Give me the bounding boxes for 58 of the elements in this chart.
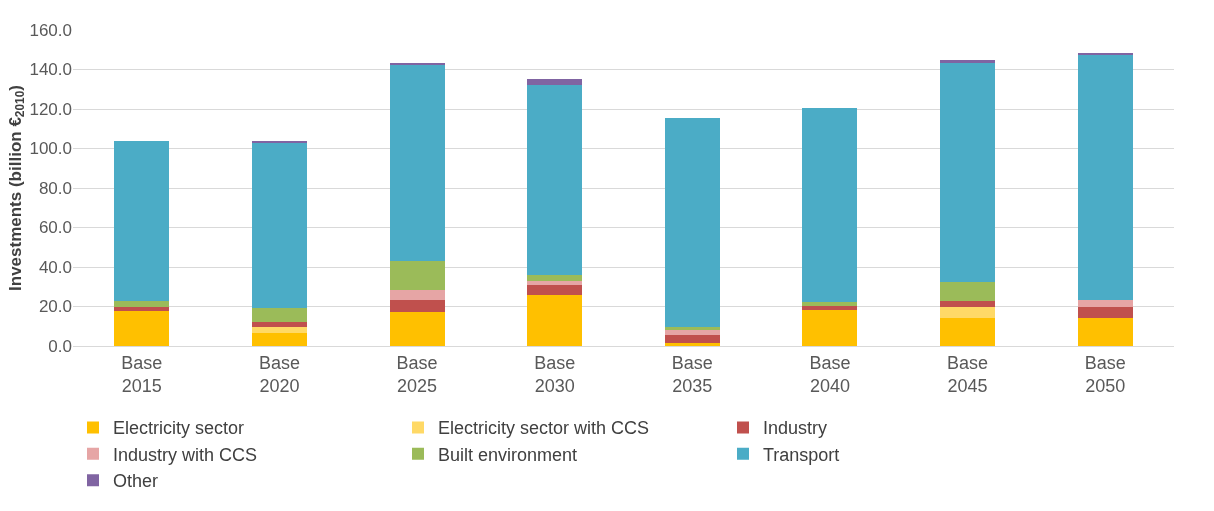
x-tick-label: Base 2015 [121,352,163,396]
x-tick-label: Base 2025 [396,352,438,396]
bar [1077,318,1133,346]
y-tick-label: 140.0 [29,60,72,80]
bar [527,280,583,285]
x-tick-label: Base 2020 [258,352,300,396]
bar [664,117,720,328]
bar [940,59,996,63]
bar [527,85,583,275]
bar [251,142,307,309]
legend-label: Electricity sector with CCS [438,418,650,439]
bar [114,140,170,301]
bar [389,64,445,262]
x-tick-label: Base 2030 [534,352,576,396]
bar [389,261,445,290]
y-tick-label: 20.0 [38,297,72,317]
bar [251,322,307,328]
y-tick-label: 80.0 [38,178,72,198]
x-tick-label: Base 2035 [671,352,713,396]
bar [940,307,996,319]
bar [114,307,170,312]
bar [802,108,858,302]
bar [940,62,996,282]
y-tick-label: 0.0 [48,336,72,356]
bar [664,343,720,346]
legend-label: Other [113,471,159,492]
y-tick-label: 40.0 [38,257,72,277]
legend-label: Electricity sector [113,418,245,439]
x-tick-label: Base 2045 [947,352,989,396]
bar [389,289,445,300]
bar [527,79,583,86]
legend-label: Industry with CCS [113,444,258,465]
bar [527,284,583,295]
legend-label: Transport [763,444,840,465]
y-tick-label: 160.0 [29,20,72,40]
bar [251,327,307,334]
bar [940,318,996,346]
bar [389,312,445,346]
bar [251,308,307,323]
y-tick-label: 60.0 [38,218,72,238]
bar [389,299,445,313]
bar [802,301,858,306]
bar [802,310,858,346]
bar [940,281,996,301]
x-tick-label: Base 2050 [1084,352,1126,396]
bar [1077,307,1133,319]
legend-label: Built environment [438,444,578,465]
bar [251,333,307,346]
bar [1077,54,1133,300]
x-tick-label: Base 2040 [809,352,851,396]
bar [664,335,720,344]
legend-label: Industry [763,418,828,439]
bar [527,294,583,346]
y-tick-label: 100.0 [29,139,72,159]
bar [527,274,583,281]
y-tick-label: 120.0 [29,99,72,119]
bar [664,327,720,330]
bar [114,311,170,346]
